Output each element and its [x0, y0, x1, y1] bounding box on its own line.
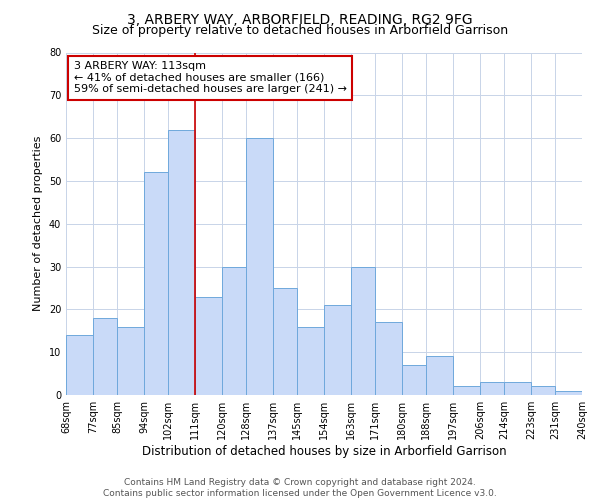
Bar — [66, 335, 93, 395]
Bar — [168, 130, 195, 395]
Bar — [555, 390, 582, 395]
Text: Contains HM Land Registry data © Crown copyright and database right 2024.
Contai: Contains HM Land Registry data © Crown c… — [103, 478, 497, 498]
Bar — [273, 288, 297, 395]
Bar — [144, 172, 168, 395]
Text: 3 ARBERY WAY: 113sqm
← 41% of detached houses are smaller (166)
59% of semi-deta: 3 ARBERY WAY: 113sqm ← 41% of detached h… — [74, 61, 347, 94]
Bar — [324, 305, 351, 395]
Bar — [93, 318, 117, 395]
Bar — [375, 322, 402, 395]
Bar — [195, 296, 222, 395]
Bar — [222, 266, 246, 395]
X-axis label: Distribution of detached houses by size in Arborfield Garrison: Distribution of detached houses by size … — [142, 445, 506, 458]
Bar — [531, 386, 555, 395]
Bar — [426, 356, 453, 395]
Y-axis label: Number of detached properties: Number of detached properties — [33, 136, 43, 312]
Bar — [117, 326, 144, 395]
Text: Size of property relative to detached houses in Arborfield Garrison: Size of property relative to detached ho… — [92, 24, 508, 37]
Bar — [480, 382, 504, 395]
Text: 3, ARBERY WAY, ARBORFIELD, READING, RG2 9FG: 3, ARBERY WAY, ARBORFIELD, READING, RG2 … — [127, 12, 473, 26]
Bar — [351, 266, 375, 395]
Bar — [504, 382, 531, 395]
Bar — [402, 365, 426, 395]
Bar — [246, 138, 273, 395]
Bar — [453, 386, 480, 395]
Bar — [297, 326, 324, 395]
